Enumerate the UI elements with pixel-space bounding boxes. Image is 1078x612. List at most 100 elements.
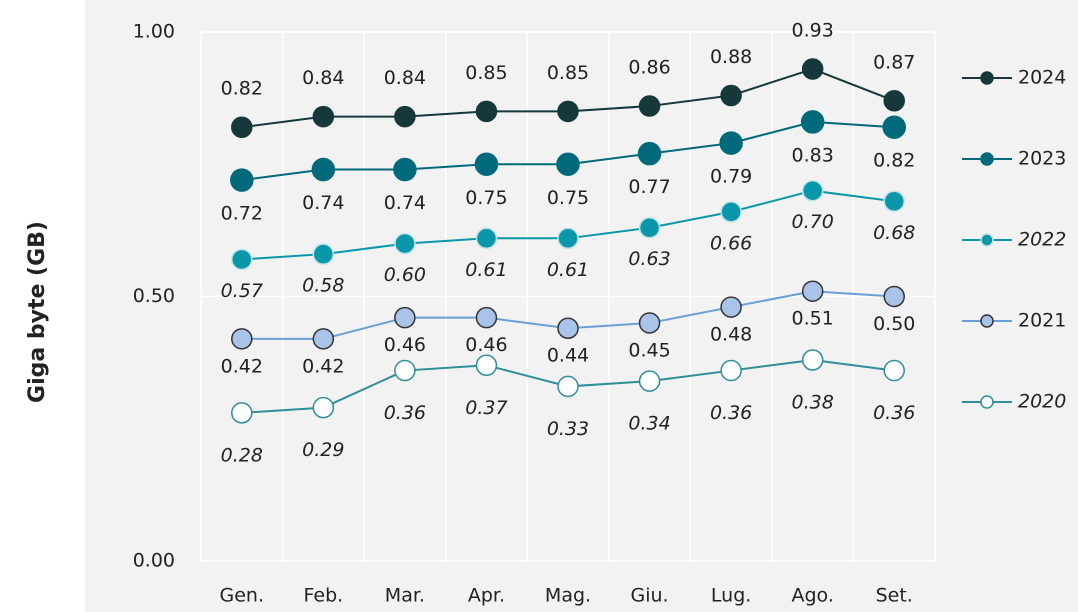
legend-marker bbox=[980, 395, 994, 409]
marker bbox=[638, 312, 661, 334]
data-label: 0.45 bbox=[628, 339, 670, 361]
marker bbox=[557, 317, 579, 339]
marker bbox=[801, 58, 824, 80]
data-label: 0.51 bbox=[792, 308, 834, 330]
marker bbox=[557, 375, 579, 398]
data-label: 0.46 bbox=[384, 334, 426, 356]
marker bbox=[394, 359, 416, 382]
data-label: 0.82 bbox=[221, 78, 263, 100]
marker bbox=[394, 306, 416, 329]
marker bbox=[556, 152, 580, 176]
data-label: 0.58 bbox=[302, 275, 344, 297]
data-label: 0.50 bbox=[873, 313, 915, 335]
legend-marker bbox=[980, 233, 994, 247]
marker bbox=[231, 248, 253, 271]
data-label: 0.42 bbox=[302, 355, 344, 377]
data-label: 0.36 bbox=[710, 402, 752, 424]
data-label: 0.75 bbox=[465, 187, 507, 209]
marker bbox=[394, 232, 416, 255]
marker bbox=[882, 115, 906, 139]
y-axis-label: Giga byte (GB) bbox=[25, 221, 50, 403]
data-label: 0.93 bbox=[792, 20, 834, 42]
marker bbox=[231, 402, 253, 424]
marker bbox=[312, 243, 335, 265]
x-tick-label: Ago. bbox=[791, 585, 833, 607]
data-label: 0.83 bbox=[792, 144, 834, 166]
marker bbox=[720, 359, 742, 382]
data-label: 0.68 bbox=[873, 222, 915, 244]
marker bbox=[475, 354, 498, 377]
data-label: 0.60 bbox=[384, 264, 426, 286]
data-label: 0.46 bbox=[465, 334, 507, 356]
marker bbox=[393, 157, 417, 182]
marker bbox=[231, 116, 253, 138]
data-label: 0.66 bbox=[710, 232, 752, 254]
marker bbox=[474, 152, 499, 176]
data-label: 0.57 bbox=[221, 280, 263, 302]
marker bbox=[720, 84, 742, 107]
data-label: 0.28 bbox=[221, 444, 263, 466]
x-tick-label: Feb. bbox=[303, 585, 343, 607]
legend-label: 2021 bbox=[1018, 310, 1066, 332]
x-tick-label: Giu. bbox=[631, 585, 669, 607]
data-label: 0.38 bbox=[792, 391, 834, 413]
marker bbox=[638, 216, 661, 239]
x-tick-label: Mag. bbox=[545, 585, 591, 607]
chart-background bbox=[85, 0, 1078, 612]
data-label: 0.63 bbox=[628, 248, 670, 270]
y-tick-label: 0.00 bbox=[133, 550, 175, 572]
marker bbox=[230, 168, 254, 192]
data-label: 0.70 bbox=[792, 211, 834, 233]
data-label: 0.33 bbox=[547, 418, 589, 440]
marker bbox=[557, 227, 579, 250]
data-label: 0.42 bbox=[221, 355, 263, 377]
data-label: 0.79 bbox=[710, 166, 752, 188]
x-tick-label: Apr. bbox=[468, 585, 505, 607]
legend-label: 2024 bbox=[1018, 67, 1066, 89]
marker bbox=[637, 141, 662, 166]
data-label: 0.77 bbox=[628, 176, 670, 198]
data-label: 0.88 bbox=[710, 46, 752, 68]
marker bbox=[883, 90, 905, 112]
data-label: 0.37 bbox=[465, 397, 507, 419]
y-tick-label: 0.50 bbox=[133, 285, 175, 307]
data-label: 0.44 bbox=[547, 345, 589, 367]
marker bbox=[720, 296, 742, 318]
legend-marker bbox=[980, 314, 994, 328]
legend-label: 2020 bbox=[1018, 391, 1066, 413]
marker bbox=[312, 396, 335, 419]
marker bbox=[312, 328, 335, 350]
data-label: 0.85 bbox=[465, 62, 507, 84]
data-label: 0.74 bbox=[384, 192, 426, 214]
data-label: 0.85 bbox=[547, 62, 589, 84]
y-tick-label: 1.00 bbox=[133, 21, 175, 43]
marker bbox=[475, 100, 498, 123]
marker bbox=[883, 285, 905, 308]
data-label: 0.82 bbox=[873, 150, 915, 172]
marker bbox=[800, 110, 825, 134]
marker bbox=[475, 306, 498, 329]
data-label: 0.87 bbox=[873, 51, 915, 73]
x-tick-label: Gen. bbox=[220, 585, 265, 607]
data-label: 0.86 bbox=[628, 57, 670, 79]
data-label: 0.84 bbox=[302, 67, 344, 89]
data-label: 0.84 bbox=[384, 67, 426, 89]
marker bbox=[475, 227, 498, 250]
x-tick-label: Set. bbox=[876, 585, 913, 607]
marker bbox=[638, 370, 661, 392]
marker bbox=[801, 179, 824, 202]
data-label: 0.61 bbox=[547, 259, 589, 281]
data-label: 0.75 bbox=[547, 187, 589, 209]
marker bbox=[883, 359, 905, 382]
data-label: 0.29 bbox=[302, 439, 344, 461]
marker bbox=[231, 328, 253, 350]
marker bbox=[557, 100, 579, 123]
marker bbox=[801, 349, 824, 371]
data-label: 0.74 bbox=[302, 192, 344, 214]
data-label: 0.72 bbox=[221, 203, 263, 225]
x-tick-label: Mar. bbox=[385, 585, 425, 607]
marker bbox=[638, 95, 661, 117]
legend-label: 2022 bbox=[1018, 229, 1066, 251]
data-label: 0.36 bbox=[873, 402, 915, 424]
marker bbox=[719, 131, 743, 155]
